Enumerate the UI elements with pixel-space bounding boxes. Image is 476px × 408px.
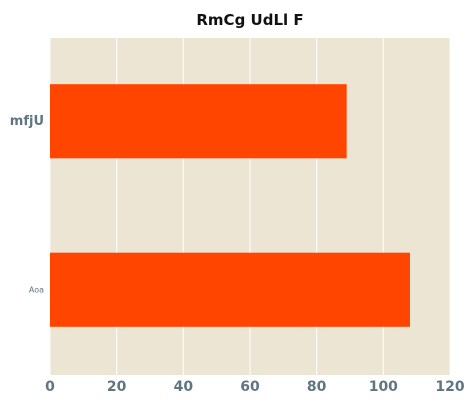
x-tick-20: 20 xyxy=(107,379,127,395)
y-label-Aoa: Aoa xyxy=(29,285,44,294)
y-axis-labels: mfjU Aoa xyxy=(10,114,44,295)
bar-mfjU xyxy=(50,84,347,159)
x-tick-100: 100 xyxy=(369,379,398,395)
bars xyxy=(50,84,410,327)
x-tick-0: 0 xyxy=(45,379,55,395)
x-axis-ticks: 0 20 40 60 80 100 120 xyxy=(45,379,465,395)
chart-title: RmCg UdLl F xyxy=(196,11,303,29)
x-tick-120: 120 xyxy=(435,379,464,395)
x-tick-80: 80 xyxy=(307,379,327,395)
x-tick-40: 40 xyxy=(174,379,194,395)
bar-Aoa xyxy=(50,252,410,327)
y-label-mfjU: mfjU xyxy=(10,114,44,129)
x-tick-60: 60 xyxy=(240,379,260,395)
